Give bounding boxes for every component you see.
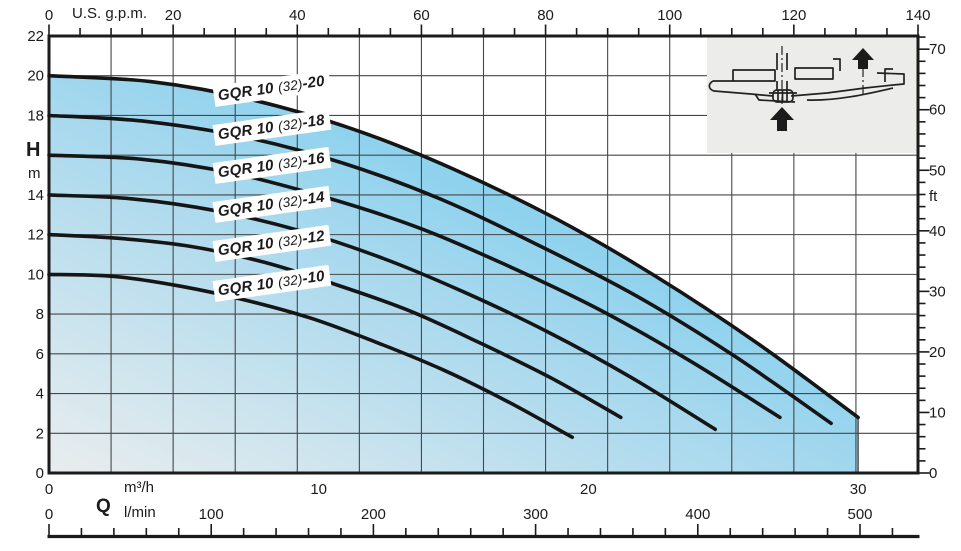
right-axis-unit: ft [929, 188, 938, 205]
left-tick-label-20: 20 [27, 68, 44, 85]
left-tick-label-8: 8 [36, 306, 44, 323]
left-axis-unit: m [28, 165, 41, 182]
up-arrow-icon [770, 107, 794, 131]
top-tick-label-140: 140 [905, 7, 930, 24]
top-tick-label-20: 20 [165, 7, 182, 24]
top-tick-label-80: 80 [537, 7, 554, 24]
curve--18 [47, 113, 833, 426]
lmin-tick-label-200: 200 [361, 506, 386, 523]
m3h-tick-label-20: 20 [580, 481, 597, 498]
left-tick-label-6: 6 [36, 346, 44, 363]
lmin-tick-label-300: 300 [523, 506, 548, 523]
top-axis-unit: U.S. g.p.m. [72, 5, 148, 22]
lmin-tick-label-100: 100 [199, 506, 224, 523]
left-tick-label-4: 4 [36, 386, 44, 403]
up-arrow-icon [852, 48, 874, 69]
left-tick-label-18: 18 [27, 107, 44, 124]
lmin-tick-label-0: 0 [45, 506, 53, 523]
right-tick-label-20: 20 [929, 344, 946, 361]
pump-curves [47, 73, 860, 439]
pump-schematic [708, 46, 905, 131]
top-tick-label-0: 0 [45, 7, 53, 24]
curve--12 [47, 232, 623, 420]
right-tick-label-60: 60 [929, 102, 946, 119]
curve--14 [47, 193, 717, 432]
axis-ticks [48, 24, 930, 535]
left-tick-label-14: 14 [27, 187, 44, 204]
top-tick-label-100: 100 [657, 7, 682, 24]
curve--20 [47, 73, 860, 420]
tick-labels: 0 20 40 60 80 100 120 1402220181412108642070605… [27, 7, 945, 523]
left-tick-label-22: 22 [27, 28, 44, 45]
lmin-tick-label-500: 500 [847, 506, 872, 523]
lmin-unit: l/min [124, 504, 156, 521]
flow-symbol: Q [96, 496, 111, 517]
right-tick-label-10: 10 [929, 404, 946, 421]
left-tick-label-12: 12 [27, 227, 44, 244]
m3h-tick-label-30: 30 [850, 481, 867, 498]
m3h-tick-label-0: 0 [45, 481, 53, 498]
right-tick-label-70: 70 [929, 41, 946, 58]
left-tick-label-10: 10 [27, 266, 44, 283]
left-axis-title: H [26, 139, 41, 161]
top-tick-label-40: 40 [289, 7, 306, 24]
top-tick-label-60: 60 [413, 7, 430, 24]
left-tick-label-0: 0 [36, 465, 44, 482]
right-tick-label-0: 0 [929, 465, 937, 482]
m3h-unit: m³/h [124, 479, 154, 496]
right-tick-label-40: 40 [929, 223, 946, 240]
top-tick-label-120: 120 [781, 7, 806, 24]
m3h-tick-label-10: 10 [310, 481, 327, 498]
right-tick-label-50: 50 [929, 162, 946, 179]
curve--16 [47, 153, 782, 420]
left-tick-label-2: 2 [36, 425, 44, 442]
right-tick-label-30: 30 [929, 283, 946, 300]
inset-panel [707, 37, 918, 153]
plot-border [47, 34, 920, 475]
lmin-tick-label-400: 400 [685, 506, 710, 523]
curve--10 [47, 272, 574, 439]
